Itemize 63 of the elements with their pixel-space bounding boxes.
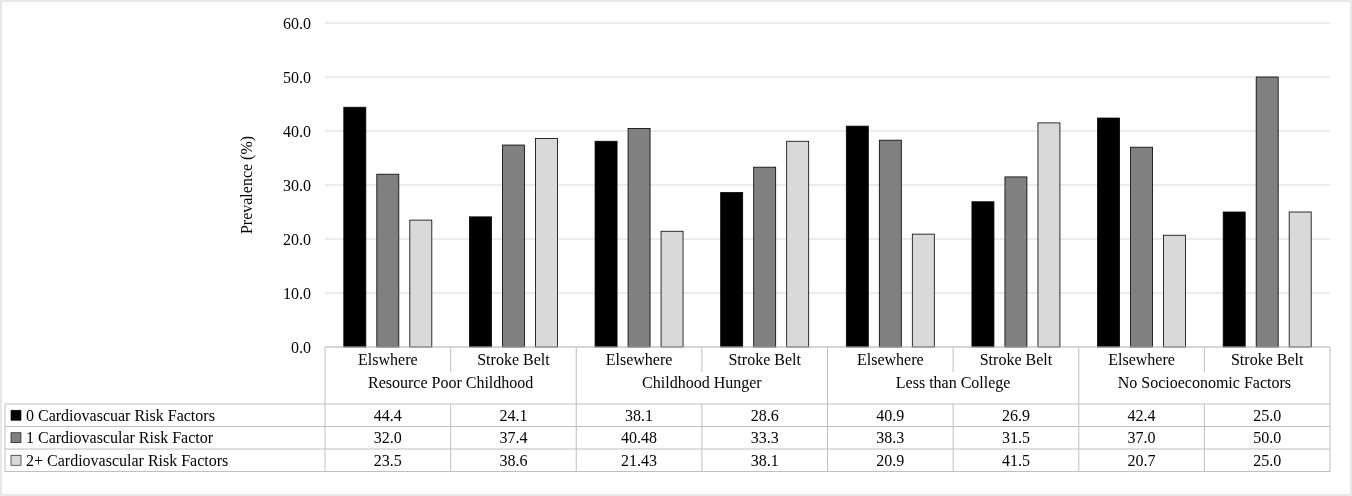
bar [1097, 117, 1120, 348]
bar [845, 125, 869, 348]
x-tick-label: Stroke Belt [1230, 350, 1304, 368]
bar [1004, 176, 1028, 348]
x-tick-label: Stroke Belt [979, 350, 1053, 368]
data-label: 38.1 [625, 406, 654, 424]
legend-label: 2+ Cardiovascular Risk Factors [26, 451, 229, 469]
bar [594, 140, 618, 348]
data-label: 32.0 [373, 429, 402, 447]
data-label: 33.3 [750, 429, 779, 447]
y-tick-label: 50.0 [283, 68, 311, 86]
data-label: 21.43 [621, 451, 658, 469]
text: Resource Poor Childhood [367, 373, 534, 391]
x-tick-label: Stroke Belt [728, 350, 802, 368]
bar [376, 173, 400, 348]
data-label: 38.3 [876, 429, 905, 447]
data-label: 38.6 [499, 451, 528, 469]
data-label: 50.0 [1253, 429, 1282, 447]
text: Childhood Hunger [642, 373, 763, 392]
data-label: 25.0 [1253, 406, 1282, 424]
data-label: 44.4 [373, 406, 402, 424]
y-tick-label: 10.0 [283, 284, 311, 302]
y-tick-label: 60.0 [283, 14, 311, 32]
text: Less than College [895, 373, 1011, 392]
legend-label: 1 Cardiovascular Risk Factor [26, 429, 214, 447]
bar [1130, 146, 1153, 348]
bar [1255, 76, 1279, 348]
y-tick-label: 0.0 [291, 338, 311, 356]
bar [720, 192, 744, 348]
data-label: 37.0 [1127, 429, 1156, 447]
y-axis-title: Prevalence (%) [238, 135, 256, 235]
bar [878, 139, 902, 348]
data-label: 24.1 [499, 406, 528, 424]
data-label: 25.0 [1253, 451, 1282, 469]
text: No Socioeconomic Factors [1117, 373, 1292, 391]
data-label: 31.5 [1001, 429, 1030, 447]
data-label: 26.9 [1001, 406, 1030, 424]
data-label: 23.5 [373, 451, 402, 469]
y-tick-label: 40.0 [283, 122, 311, 140]
y-tick-label: 30.0 [283, 176, 311, 194]
x-tick-label: Elsewhere [856, 350, 924, 368]
data-label: 40.9 [876, 406, 905, 424]
data-label: 40.48 [621, 429, 658, 447]
bar [502, 144, 525, 348]
legend-label: 0 Cardiovascuar Risk Factors [26, 406, 215, 424]
bar [627, 128, 651, 348]
data-label: 20.7 [1127, 451, 1156, 469]
x-tick-label: Stroke Belt [477, 350, 551, 368]
bar [753, 166, 777, 348]
x-tick-label: Elsewhere [1108, 350, 1175, 368]
x-tick-label: Elswhere [358, 350, 418, 368]
data-label: 38.1 [750, 451, 779, 469]
data-label: 42.4 [1127, 406, 1156, 424]
data-label: 20.9 [876, 451, 905, 469]
bar [971, 201, 995, 348]
data-label: 28.6 [750, 406, 779, 424]
data-label: 41.5 [1001, 451, 1030, 469]
data-label: 37.4 [499, 429, 528, 447]
y-tick-label: 20.0 [283, 230, 311, 248]
bar [469, 216, 492, 348]
bar [1222, 211, 1246, 348]
x-tick-label: Elsewhere [605, 350, 673, 368]
bar [343, 106, 367, 348]
